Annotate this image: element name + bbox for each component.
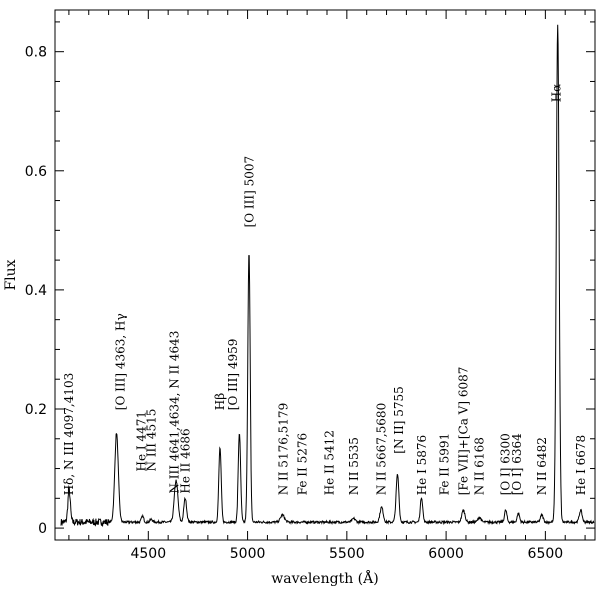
line-label: He II 4686	[178, 428, 192, 493]
line-label: [O III] 5007	[243, 156, 257, 228]
y-axis-title: Flux	[3, 259, 19, 290]
x-axis-title: wavelength (Å)	[271, 569, 378, 587]
x-tick-label: 6500	[528, 546, 564, 562]
line-label: N II 5176,5179	[276, 403, 290, 496]
line-label: N III 4641,4634, N II 4643	[168, 331, 182, 494]
x-tick-label: 6000	[428, 546, 464, 562]
line-label: N II 6168	[473, 437, 487, 495]
y-axis: 0 0.2 0.4 0.6 0.8	[25, 21, 595, 537]
x-tick-label: 4500	[130, 546, 166, 562]
line-label: [N II] 5755	[392, 386, 406, 454]
spectrum-line	[60, 24, 595, 528]
line-label: [Fe VII]+[Ca V] 6087	[456, 367, 470, 496]
line-label: He I 5876	[415, 435, 429, 495]
line-label: N II 5667,5680	[375, 403, 389, 496]
line-label: Fe II 5991	[438, 433, 452, 495]
line-label: Fe II 5276	[296, 433, 310, 495]
line-label: [O III] 4959	[226, 339, 240, 411]
line-label: N II 6482	[535, 437, 549, 495]
line-label: [O III] 4363, Hγ	[114, 313, 128, 410]
line-annotations: Hδ, N III 4097,4103 [O III] 4363, Hγ He I …	[62, 84, 588, 496]
x-tick-label: 5000	[230, 546, 266, 562]
line-label: [O I] 6364	[510, 433, 524, 495]
x-axis: 4500 5000 5500 6000 6500	[68, 10, 586, 562]
line-label: N II 5535	[347, 437, 361, 495]
line-label: Hδ, N III 4097,4103	[62, 373, 76, 496]
line-label: Hα	[550, 84, 564, 103]
y-tick-label: 0.4	[25, 283, 47, 299]
plot-frame	[54, 9, 596, 541]
line-label: [O I] 6300	[499, 433, 513, 495]
y-tick-label: 0.6	[25, 164, 47, 180]
x-tick-label: 5500	[329, 546, 365, 562]
y-tick-label: 0.8	[25, 45, 47, 61]
line-label: He I 6678	[574, 435, 588, 495]
y-tick-label: 0	[38, 521, 47, 537]
line-label: He I 4471	[134, 411, 148, 471]
y-tick-label: 0.2	[25, 402, 47, 418]
line-label: He II 5412	[323, 430, 337, 495]
line-label: N III 4515	[144, 409, 158, 472]
line-label: Hβ	[213, 393, 227, 410]
